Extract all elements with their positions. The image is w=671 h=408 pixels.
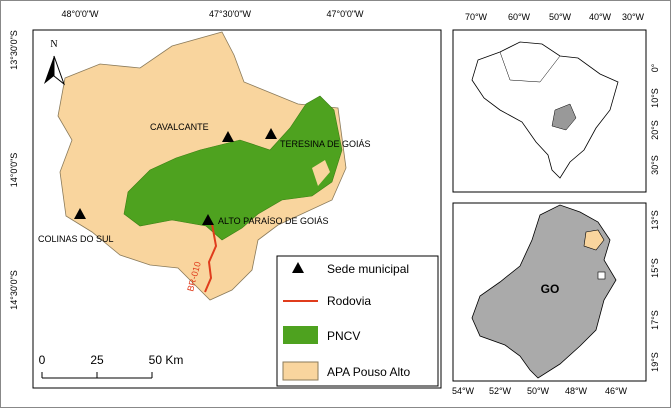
- apa-location: [583, 229, 605, 251]
- lon-label: 60°W: [508, 12, 531, 22]
- legend-label: Rodovia: [327, 294, 371, 308]
- place-label: CAVALCANTE: [150, 122, 209, 132]
- place-label: ALTO PARAÍSO DE GOIÁS: [218, 216, 329, 226]
- lon-label: 48°W: [565, 386, 588, 396]
- lon-label: 70°W: [465, 12, 488, 22]
- legend-symbol: [282, 361, 319, 381]
- legend-label: APA Pouso Alto: [327, 365, 410, 379]
- lon-label: 40°W: [589, 12, 612, 22]
- lat-label: 17°S: [650, 310, 660, 330]
- scale-label: 0: [39, 353, 46, 367]
- lat-label: 15°S: [650, 258, 660, 278]
- federal-district: [597, 271, 606, 280]
- north-label: N: [50, 39, 57, 50]
- lat-label: 10°S: [650, 88, 660, 108]
- lon-label: 54°W: [452, 386, 475, 396]
- lon-label: 50°W: [527, 386, 550, 396]
- scale-bar: [41, 372, 153, 379]
- place-label: TERESINA DE GOIÁS: [280, 139, 371, 149]
- road: [204, 223, 218, 293]
- lon-label: 46°W: [605, 386, 628, 396]
- lon-label: 50°W: [549, 12, 572, 22]
- town-markers: [74, 128, 277, 225]
- lon-label: 30°W: [622, 12, 645, 22]
- lat-label: 14°30'0"S: [9, 270, 19, 310]
- goias-highlight: [551, 103, 577, 131]
- lat-label: 13°S: [650, 210, 660, 230]
- pncv-area: [123, 95, 343, 241]
- scale-label: 50 Km: [149, 353, 184, 367]
- place-label: COLINAS DO SUL: [38, 234, 114, 244]
- lon-label: 48°0'0"W: [61, 9, 99, 19]
- lat-label: 13°30'0"S: [9, 30, 19, 70]
- state-borders: [499, 51, 561, 83]
- north-arrow: [44, 55, 66, 86]
- legend-label: Sede municipal: [327, 262, 409, 276]
- lat-label: 30°S: [650, 155, 660, 175]
- lat-label: 20°S: [650, 120, 660, 140]
- scale-label: 25: [90, 353, 104, 367]
- legend-symbol: [283, 326, 318, 344]
- lat-label: 19°S: [650, 352, 660, 372]
- lon-label: 47°30'0"W: [209, 9, 252, 19]
- lat-label: 14°0'0"S: [9, 153, 19, 188]
- lon-label: 47°0'0"W: [326, 9, 364, 19]
- lat-label: 0°: [650, 63, 660, 72]
- goias-shape: [471, 204, 617, 379]
- legend-label: PNCV: [327, 329, 360, 343]
- state-label: GO: [541, 282, 560, 296]
- pncv-hole: [312, 160, 330, 186]
- legend-symbol: [292, 262, 304, 273]
- lon-label: 52°W: [489, 386, 512, 396]
